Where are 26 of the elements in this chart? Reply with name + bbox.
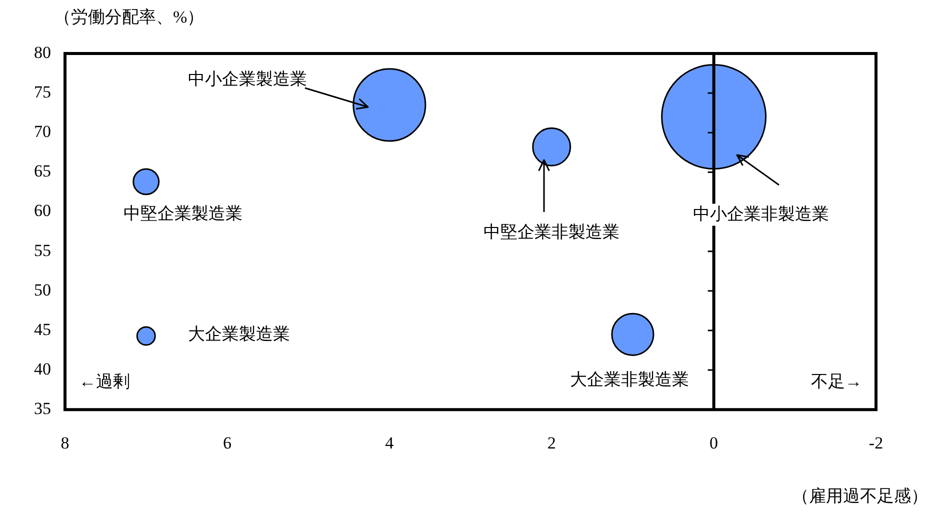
- x-tick-label: 4: [385, 433, 394, 452]
- y-tick-label: 40: [34, 360, 51, 378]
- series-label: 中堅企業製造業: [124, 204, 243, 224]
- legend-label: 大企業非製造業: [570, 370, 690, 389]
- y-tick-label: 35: [34, 399, 51, 418]
- x-tick-label: 6: [222, 433, 232, 452]
- series-label: 大企業製造業: [188, 324, 290, 344]
- x-tick-label: 8: [60, 433, 70, 452]
- y-tick-label: 60: [34, 201, 51, 220]
- y-tick-label: 55: [34, 240, 51, 260]
- y-tick-label: 50: [34, 280, 51, 300]
- text: 中小企業非製造業: [692, 204, 829, 224]
- y-tick-label: 65: [34, 162, 51, 181]
- text: 中堅企業非製造業: [484, 222, 620, 242]
- x-tick-label: 0: [710, 433, 718, 452]
- y-axis-title: （労働分配率、%）: [54, 7, 204, 26]
- annotation: 不足→: [811, 372, 862, 392]
- x-tick-label: 2: [547, 433, 556, 452]
- text: 中小企業製造業: [188, 69, 307, 88]
- x-axis-title: （雇用過不足感）: [792, 486, 928, 506]
- y-tick-label: 70: [34, 122, 51, 142]
- y-tick-label: 75: [34, 82, 51, 102]
- y-tick-label: 45: [34, 320, 51, 339]
- y-tick-label: 80: [34, 42, 51, 62]
- annotation: ←過剰: [79, 372, 130, 392]
- x-tick-label: -2: [868, 433, 884, 452]
